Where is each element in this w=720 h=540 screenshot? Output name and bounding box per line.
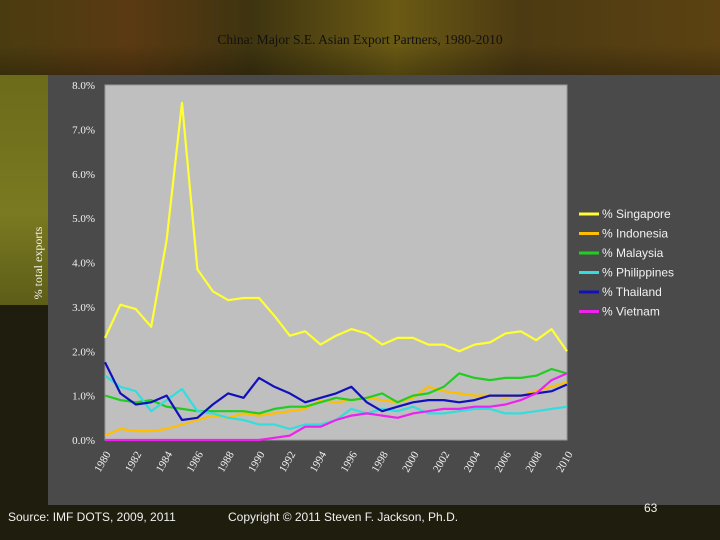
series-line-vietnam (105, 372, 568, 442)
y-tick-label: 2.0% (72, 346, 95, 358)
y-tick-label: 4.0% (72, 258, 95, 270)
chart-area: China: Major S.E. Asian Export Partners,… (31, 32, 720, 505)
y-tick-label: 1.0% (72, 391, 95, 403)
y-tick-label: 8.0% (72, 80, 95, 92)
legend-label-malaysia: % Malaysia (602, 246, 664, 260)
copyright-note: Copyright © 2011 Steven F. Jackson, Ph.D… (228, 510, 459, 524)
y-tick-label: 5.0% (72, 213, 95, 225)
series-line-thailand (104, 361, 568, 422)
y-axis-ticks: 0.0% 1.0% 2.0% 3.0% 4.0% 5.0% 6.0% 7.0% 8.0% (72, 80, 95, 447)
slide-header-background (0, 0, 720, 75)
series-line-singapore (104, 101, 568, 353)
series-lines (104, 101, 568, 442)
legend-label-thailand: % Thailand (602, 285, 662, 299)
legend: % Singapore % Indonesia % Malaysia % Philip… (579, 207, 674, 319)
legend-label-indonesia: % Indonesia (602, 227, 668, 241)
page-number: 63 (644, 501, 658, 515)
source-note: Source: IMF DOTS, 2009, 2011 (8, 510, 176, 524)
legend-label-philippines: % Philippines (602, 266, 674, 280)
legend-label-singapore: % Singapore (602, 207, 671, 221)
series-line-malaysia (104, 367, 568, 415)
chart-title: China: Major S.E. Asian Export Partners,… (217, 32, 503, 47)
y-tick-label: 6.0% (72, 169, 95, 181)
plot-area (104, 84, 568, 441)
line-chart: China: Major S.E. Asian Export Partners,… (31, 32, 720, 505)
y-axis-label: % total exports (31, 226, 45, 299)
y-tick-label: 3.0% (72, 302, 95, 314)
legend-label-vietnam: % Vietnam (602, 305, 660, 319)
y-tick-label: 7.0% (72, 124, 95, 136)
slide-left-band (0, 75, 48, 305)
legend-box (574, 205, 686, 321)
y-tick-label: 0.0% (72, 435, 95, 447)
